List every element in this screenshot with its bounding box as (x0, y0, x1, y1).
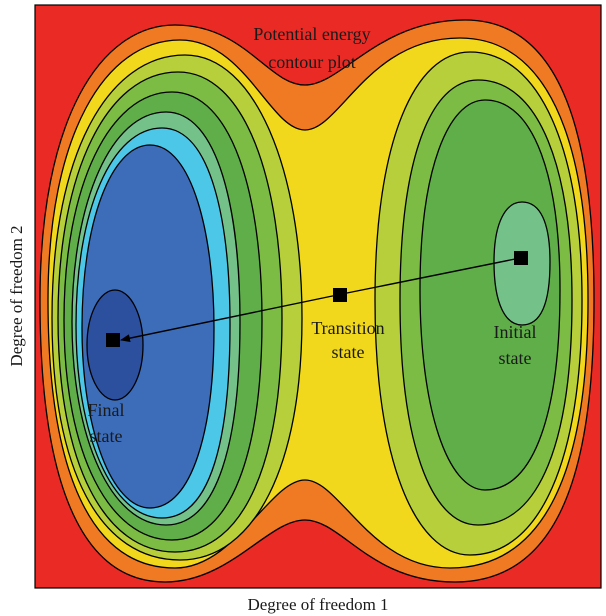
contour-level-blue (81, 144, 215, 509)
final-state-label-line-2: state (90, 426, 123, 446)
final-state-label-line-1: Final (87, 400, 124, 420)
transition-state-label-line-2: state (332, 342, 365, 362)
initial-state-marker (514, 251, 528, 265)
reaction-path-segment-1 (341, 257, 521, 295)
transition-state-marker (333, 288, 347, 302)
contour-level-green-dark-right (419, 99, 561, 491)
initial-state-label-line-2: state (499, 348, 532, 368)
plot-frame (34, 4, 602, 589)
x-axis-label: Degree of freedom 1 (247, 595, 388, 614)
final-state-marker (106, 333, 120, 347)
reaction-path-arrow (120, 293, 343, 343)
transition-state-label-line-1: Transition (311, 318, 384, 338)
contour-plot-area (35, 5, 601, 588)
initial-state-label-line-1: Initial (494, 322, 537, 342)
y-axis-label: Degree of freedom 2 (7, 225, 26, 366)
plot-title-line-1: Potential energy (253, 24, 370, 44)
plot-title-line-2: contour plot (268, 52, 356, 72)
